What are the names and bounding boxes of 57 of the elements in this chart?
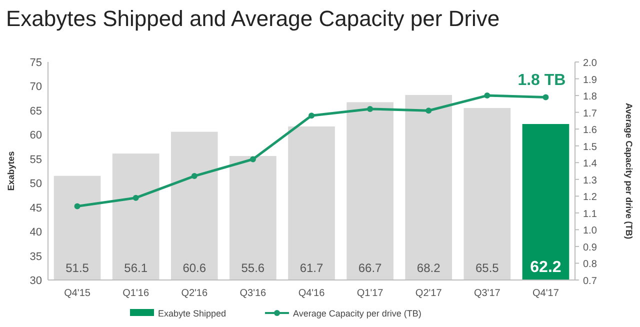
y2-tick-label: 0.7	[583, 276, 598, 287]
y2-tick-label: 1.7	[583, 108, 598, 120]
y2-tick-label: 1.8	[583, 92, 598, 103]
x-tick-label: Q4'15	[64, 288, 91, 299]
data-label: 56.1	[124, 261, 148, 275]
x-tick-label: Q4'16	[298, 288, 326, 299]
chart-title: Exabytes Shipped and Average Capacity per Drive	[6, 6, 500, 31]
y-tick-label: 70	[30, 81, 42, 94]
x-tick-label: Q1'16	[122, 288, 150, 299]
point	[426, 108, 432, 114]
point	[308, 112, 314, 119]
y-tick-label: 50	[30, 178, 42, 190]
point	[484, 92, 490, 99]
x-tick-label: Q4'17	[532, 288, 560, 299]
x-tick-label: Q2'16	[181, 288, 208, 299]
y2-tick-label: 1.1	[583, 208, 598, 220]
y-tick-label: 60	[30, 130, 42, 142]
legend-label: Average Capacity per drive (TB)	[293, 308, 422, 318]
y-tick-label: 55	[30, 154, 42, 166]
data-label: 55.6	[241, 261, 265, 275]
y-tick-label: 45	[30, 202, 42, 214]
point	[367, 106, 374, 112]
y2-tick-label: 0.8	[583, 259, 598, 270]
legend-label: Exabyte Shipped	[158, 308, 226, 318]
annotation: 1.8 TB	[518, 72, 566, 90]
y-axis-title: Exabytes	[6, 151, 16, 191]
y2-tick-label: 1.2	[583, 192, 598, 204]
y2-tick-label: 1.4	[583, 158, 598, 170]
y2-tick-label: 2.0	[583, 58, 598, 69]
data-label: 65.5	[475, 261, 500, 275]
data-label: 62.2	[530, 259, 562, 276]
y2-tick-label: 0.9	[583, 242, 598, 254]
point	[542, 94, 549, 100]
y2-tick-label: 1.3	[583, 175, 598, 186]
data-label: 61.7	[300, 261, 324, 275]
y-tick-label: 35	[30, 250, 42, 263]
y2-axis-title: Average Capacity per drive (TB)	[624, 102, 634, 240]
y2-tick-label: 1.0	[583, 226, 598, 237]
point	[250, 156, 256, 162]
data-label: 66.7	[358, 261, 382, 275]
data-label: 60.6	[182, 261, 206, 275]
x-tick-label: Q2'17	[415, 288, 442, 299]
x-tick-label: Q3'17	[474, 288, 501, 299]
data-label: 51.5	[66, 261, 90, 275]
x-tick-label: Q1'17	[356, 288, 384, 299]
x-tick-label: Q3'16	[240, 288, 267, 299]
y2-tick-label: 1.6	[583, 125, 598, 136]
y2-tick-label: 1.5	[583, 142, 598, 153]
y-tick-label: 40	[30, 226, 42, 239]
point	[132, 194, 139, 201]
y-tick-label: 75	[30, 57, 42, 69]
point	[191, 173, 198, 180]
data-label: 68.2	[416, 261, 441, 275]
point	[74, 203, 80, 210]
y2-tick-label: 1.9	[583, 74, 598, 86]
y-tick-label: 65	[30, 105, 42, 118]
y-tick-label: 30	[30, 275, 42, 287]
